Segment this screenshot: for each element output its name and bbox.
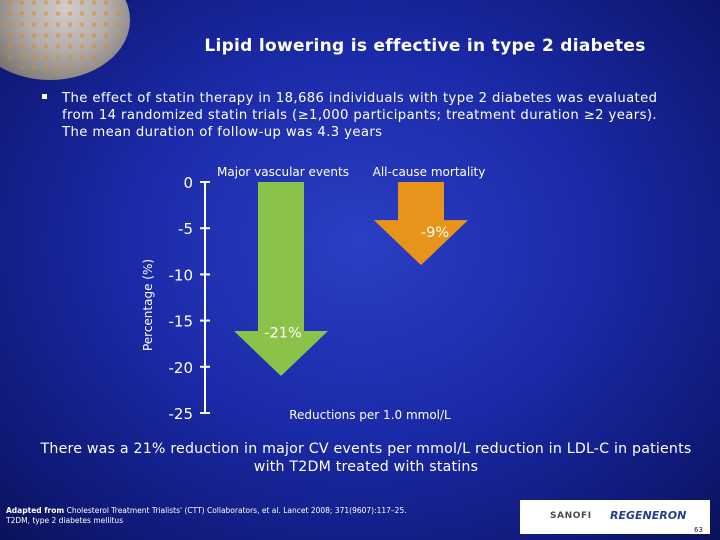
data-label: -9% xyxy=(421,225,449,241)
sanofi-logo: SANOFI xyxy=(550,511,592,521)
page-number: 63 xyxy=(694,526,703,534)
y-tick-label: -10 xyxy=(169,266,194,284)
footnote: Adapted from Cholesterol Treatment Trial… xyxy=(6,506,526,526)
y-tick-label: -5 xyxy=(178,220,193,238)
footnote-source-label: Adapted from xyxy=(6,506,65,515)
y-tick-label: 0 xyxy=(183,174,193,192)
category-label: Major vascular events xyxy=(217,165,349,179)
bullet-marker xyxy=(42,94,47,99)
bar-arrow-2 xyxy=(374,182,468,266)
data-label: -21% xyxy=(264,326,301,342)
footnote-abbreviation: T2DM, type 2 diabetes mellitus xyxy=(6,516,124,525)
bullet-point: The effect of statin therapy in 18,686 i… xyxy=(42,90,682,141)
y-tick-label: -15 xyxy=(169,313,194,331)
bullet-text: The effect of statin therapy in 18,686 i… xyxy=(62,91,658,140)
y-axis-label: Percentage (%) xyxy=(141,259,155,351)
slide-title: Lipid lowering is effective in type 2 di… xyxy=(204,36,646,56)
y-tick-label: -25 xyxy=(169,405,194,423)
y-tick-label: -20 xyxy=(169,359,194,377)
x-axis-label: Reductions per 1.0 mmol/L xyxy=(289,408,451,422)
category-label: All-cause mortality xyxy=(373,165,486,179)
key-finding-statement: There was a 21% reduction in major CV ev… xyxy=(40,441,692,475)
footnote-source: Cholesterol Treatment Trialists' (CTT) C… xyxy=(66,506,407,515)
regeneron-logo: REGENERON xyxy=(610,509,687,522)
sponsor-logo-bar: SANOFI REGENERON xyxy=(520,500,710,534)
bar-arrow-1 xyxy=(234,182,328,377)
